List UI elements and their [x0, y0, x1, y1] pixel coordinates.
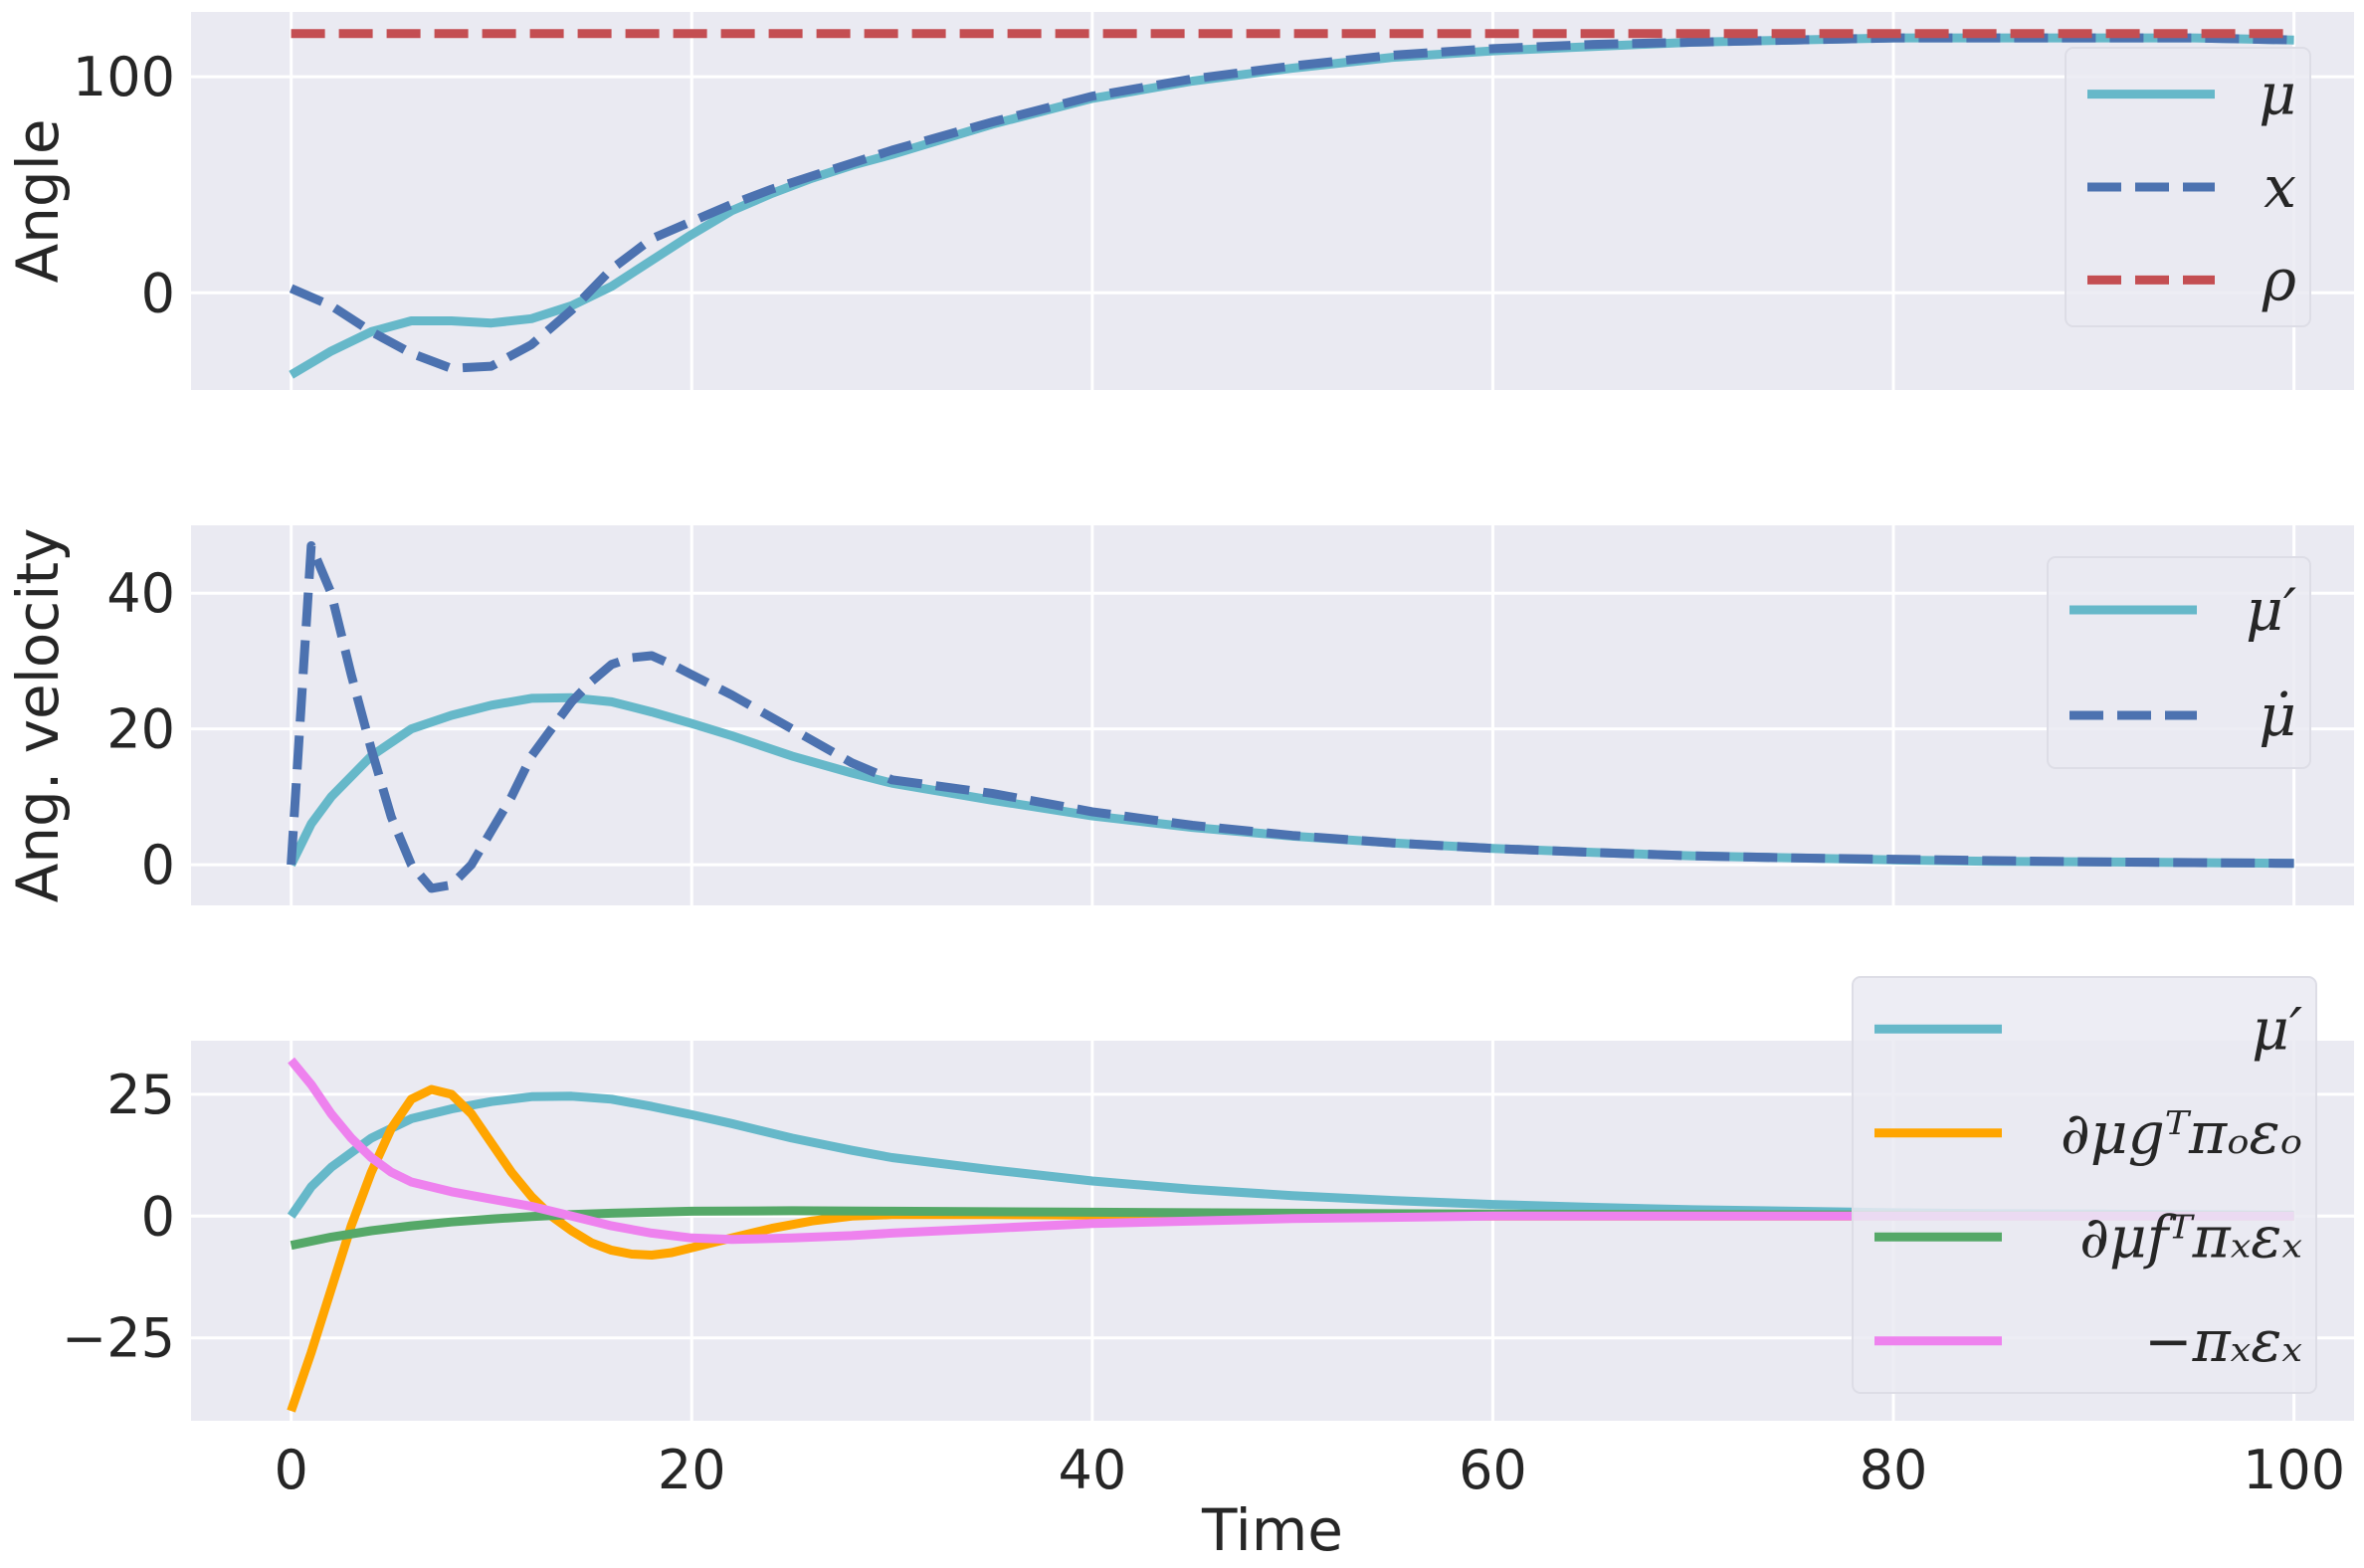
y-tick-label: 0: [141, 262, 175, 324]
legend-label-1: μ: [2259, 61, 2296, 128]
x-tick-label: 80: [1860, 1439, 1928, 1501]
legend-label-4: −πₓεₓ: [2144, 1307, 2302, 1375]
legend-label-1: μ′: [2252, 995, 2302, 1063]
y-tick-label: 25: [106, 1064, 175, 1126]
y-tick-label: 0: [141, 834, 175, 896]
legend: μ′ μ̇: [2047, 556, 2311, 769]
y-tick-label: 0: [141, 1185, 175, 1248]
x-tick-label: 40: [1058, 1439, 1126, 1501]
series-line-2: [289, 33, 2294, 373]
series-line-4: [288, 1057, 2294, 1245]
x-tick-label: 20: [658, 1439, 726, 1501]
legend: μxρ: [2065, 47, 2311, 327]
y-tick-label: 20: [106, 698, 175, 761]
y-axis-label: Ang. velocity: [4, 528, 72, 903]
legend-box: [1852, 976, 2317, 1394]
legend-label-3: ρ: [2262, 246, 2296, 313]
series-line-1: [289, 33, 2294, 379]
y-tick-label: −25: [62, 1307, 175, 1370]
x-tick-label: 100: [2243, 1439, 2345, 1501]
x-tick-label: 0: [274, 1439, 307, 1501]
y-tick-label: 40: [106, 562, 175, 625]
plot-background: [191, 525, 2354, 905]
legend-label-2: ∂μgᵀπₒεₒ: [2061, 1099, 2302, 1167]
legend-label-3: ∂μfᵀπₓεₓ: [2079, 1203, 2302, 1271]
series-group: [289, 29, 2294, 379]
y-axis-label: Angle: [4, 118, 72, 283]
legend-label-2: μ̇: [2259, 682, 2296, 749]
x-tick-label: 60: [1459, 1439, 1527, 1501]
legend-label-1: μ′: [2246, 576, 2296, 644]
panel-3: −25 0 25 μ′ ∂μgᵀπₒεₒ ∂μfᵀπₓεₓ −πₓεₓ 0 20 40 60 80 10…: [62, 976, 2354, 1564]
panel-2: 0 20 40 Ang. velocity μ′ μ̇: [4, 525, 2354, 905]
series-line-2: [287, 541, 2294, 893]
x-axis-label: Time: [1201, 1496, 1343, 1564]
series-group: [287, 1057, 2294, 1413]
series-group: [287, 541, 2294, 893]
legend: μ′ ∂μgᵀπₒεₒ ∂μfᵀπₓεₓ −πₓεₓ: [1852, 976, 2317, 1394]
y-tick-label: 100: [73, 46, 175, 108]
legend-label-2: x: [2264, 153, 2296, 221]
